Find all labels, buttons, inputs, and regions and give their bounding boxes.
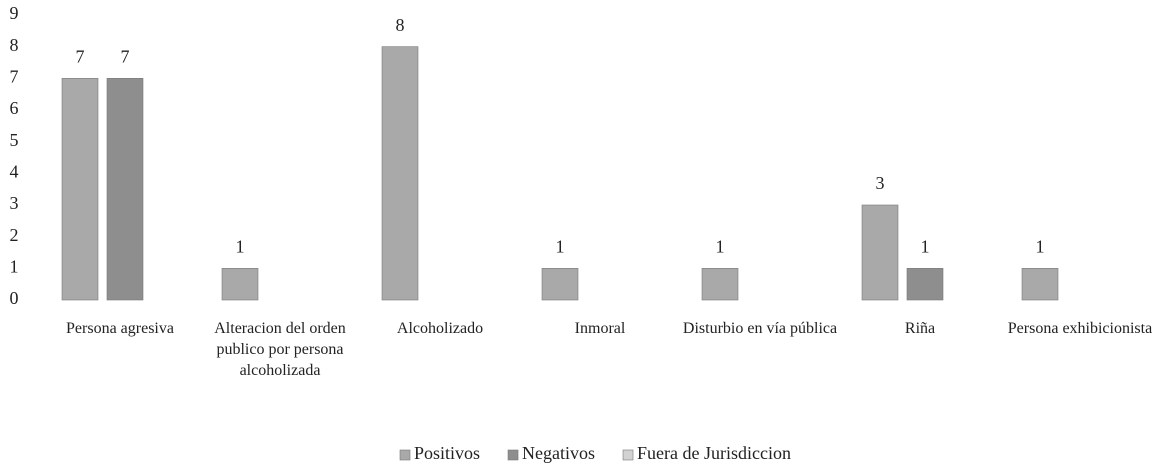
data-label: 7 xyxy=(121,46,130,66)
data-label: 1 xyxy=(921,236,930,256)
x-tick-label: Inmoral xyxy=(574,320,626,337)
x-tick-label: Persona agresiva xyxy=(66,320,174,337)
legend-swatch xyxy=(622,449,634,461)
data-label: 1 xyxy=(1036,236,1045,256)
bar xyxy=(541,268,579,301)
x-tick-label: Alteracion del orden publico por persona… xyxy=(214,320,346,379)
legend-label: Negativos xyxy=(522,443,595,463)
bar xyxy=(701,268,739,301)
data-label: 1 xyxy=(716,236,725,256)
data-label: 1 xyxy=(556,236,565,256)
y-tick-label: 4 xyxy=(10,161,19,181)
x-tick-label: Persona exhibicionista xyxy=(1007,320,1153,337)
legend-label: Positivos xyxy=(414,443,480,463)
x-tick-label: Disturbio en vía pública xyxy=(682,320,838,337)
y-tick-label: 7 xyxy=(10,66,19,86)
y-tick-label: 8 xyxy=(10,35,19,55)
bar xyxy=(381,46,419,301)
bar xyxy=(61,78,99,301)
x-tick-label: Alcoholizado xyxy=(396,320,484,337)
data-label: 7 xyxy=(76,46,85,66)
data-label: 8 xyxy=(396,15,405,35)
bar xyxy=(861,204,899,301)
y-tick-label: 5 xyxy=(10,130,19,150)
bar xyxy=(106,78,144,301)
y-tick-label: 3 xyxy=(10,193,19,213)
legend-label: Fuera de Jurisdiccion xyxy=(637,443,791,463)
y-tick-label: 9 xyxy=(10,3,19,23)
data-label: 1 xyxy=(236,236,245,256)
y-tick-label: 1 xyxy=(10,256,19,276)
y-tick-label: 0 xyxy=(10,288,19,308)
x-tick-label: Riña xyxy=(904,320,936,337)
legend-swatch xyxy=(507,449,519,461)
y-tick-label: 2 xyxy=(10,225,19,245)
bar xyxy=(1021,268,1059,301)
data-label: 3 xyxy=(876,173,885,193)
legend-swatch xyxy=(399,449,411,461)
y-tick-label: 6 xyxy=(10,98,19,118)
bar xyxy=(221,268,259,301)
bar xyxy=(906,268,944,301)
